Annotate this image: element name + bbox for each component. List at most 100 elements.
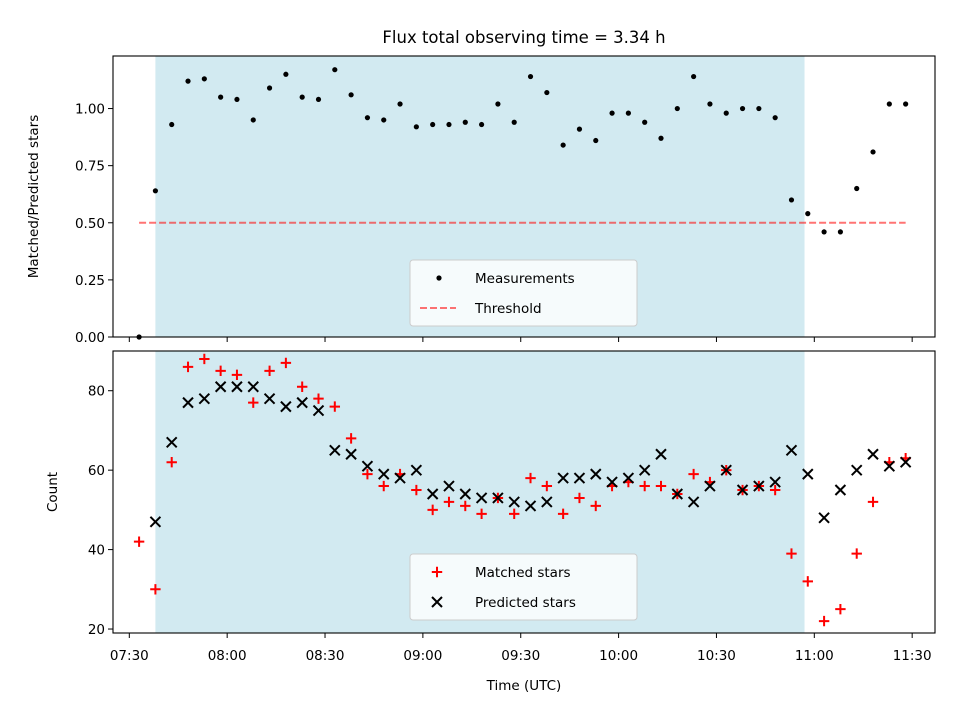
x-tick-label: 08:00 xyxy=(208,648,247,664)
predicted-star-marker xyxy=(622,472,635,484)
predicted-star-marker xyxy=(638,464,651,476)
predicted-star-marker xyxy=(704,480,716,492)
matched-star-marker xyxy=(818,615,830,627)
measurement-point xyxy=(348,92,354,98)
y-tick-label: 0.50 xyxy=(75,216,105,232)
measurement-point xyxy=(674,105,680,112)
predicted-star-marker xyxy=(606,476,618,488)
predicted-star-marker xyxy=(492,492,504,504)
measurement-point xyxy=(658,135,664,141)
matched-star-marker xyxy=(427,504,438,516)
matched-star-marker xyxy=(150,584,161,595)
measurement-point xyxy=(756,105,762,112)
x-tick-label: 11:00 xyxy=(795,648,834,664)
predicted-star-marker xyxy=(296,396,308,409)
matched-star-marker xyxy=(835,603,846,615)
measurement-point xyxy=(593,137,599,144)
measurement-point xyxy=(788,197,795,203)
matched-star-marker xyxy=(476,508,487,520)
matched-star-marker xyxy=(574,492,585,504)
measurement-point xyxy=(511,119,517,125)
measurement-point xyxy=(560,142,566,148)
y-tick-label: 60 xyxy=(88,463,105,479)
measurement-point xyxy=(739,105,746,112)
matched-star-marker xyxy=(215,365,226,377)
matched-star-marker xyxy=(166,457,177,468)
x-axis-label: Time (UTC) xyxy=(486,678,562,694)
measurement-point xyxy=(315,96,322,103)
predicted-star-marker xyxy=(541,496,553,508)
matched-star-marker xyxy=(248,397,259,408)
legend-label: Matched stars xyxy=(475,565,571,581)
measurement-point xyxy=(723,110,729,116)
measurement-point xyxy=(218,94,224,100)
matched-star-marker xyxy=(655,480,667,492)
predicted-star-marker xyxy=(443,480,455,492)
matched-star-marker xyxy=(460,500,471,512)
matched-star-marker xyxy=(688,468,699,480)
predicted-star-marker xyxy=(426,488,439,500)
legend-predicted-symbol xyxy=(431,596,443,608)
matched-star-marker xyxy=(525,472,536,484)
predicted-star-marker xyxy=(769,476,781,488)
matched-star-marker xyxy=(411,484,422,496)
series-predicted-stars xyxy=(149,381,912,528)
legend: Measurements Threshold xyxy=(409,259,638,327)
predicted-star-marker xyxy=(671,488,684,500)
matched-star-marker xyxy=(443,496,455,508)
measurement-point xyxy=(250,117,256,123)
predicted-star-marker xyxy=(899,456,912,468)
predicted-star-marker xyxy=(312,404,325,417)
measurement-point xyxy=(821,229,827,235)
measurement-point xyxy=(609,110,615,116)
predicted-star-marker xyxy=(818,512,830,524)
x-tick-label: 09:00 xyxy=(403,648,442,664)
predicted-star-marker xyxy=(524,500,537,512)
measurement-point xyxy=(625,110,631,116)
legend-box xyxy=(409,553,638,621)
measurement-point xyxy=(707,101,713,107)
measurement-point xyxy=(152,188,159,194)
legend-box xyxy=(409,259,638,327)
matched-star-marker xyxy=(590,500,601,512)
predicted-star-marker xyxy=(280,400,292,413)
predicted-star-marker xyxy=(736,484,749,496)
y-tick-label: 20 xyxy=(88,622,105,638)
y-axis-label: Matched/Predicted stars xyxy=(26,115,42,278)
matched-star-marker xyxy=(313,393,324,404)
measurement-point xyxy=(576,126,583,132)
matched-star-marker xyxy=(199,353,210,365)
predicted-star-marker xyxy=(231,381,243,393)
legend: Matched stars Predicted stars xyxy=(409,553,638,621)
predicted-star-marker xyxy=(361,460,374,472)
measurement-point xyxy=(185,78,191,84)
measurement-point xyxy=(381,117,387,123)
axes-frame xyxy=(112,55,936,338)
legend-label: Threshold xyxy=(474,301,542,317)
predicted-star-marker xyxy=(247,381,259,393)
matched-star-marker xyxy=(362,468,373,480)
y-tick-label: 0.25 xyxy=(75,273,105,289)
predicted-star-marker xyxy=(590,468,602,480)
matched-star-marker xyxy=(541,480,553,492)
predicted-star-marker xyxy=(573,472,586,484)
predicted-star-marker xyxy=(345,448,357,460)
predicted-star-marker xyxy=(867,448,879,460)
matched-star-marker xyxy=(182,361,194,373)
predicted-star-marker xyxy=(475,492,488,504)
y-tick-label: 0.00 xyxy=(75,330,105,346)
y-axis-label: Count xyxy=(45,472,61,512)
legend-label: Measurements xyxy=(475,271,575,287)
chart-title: Flux total observing time = 3.34 h xyxy=(382,28,665,47)
measurement-point xyxy=(478,121,485,128)
series-measurements xyxy=(136,67,909,340)
predicted-star-marker xyxy=(149,516,162,528)
measurement-point xyxy=(903,101,909,107)
legend-label: Predicted stars xyxy=(475,595,576,611)
measurement-point xyxy=(870,149,876,155)
measurement-point xyxy=(299,94,305,100)
y-tick-label: 80 xyxy=(88,384,105,400)
measurement-point xyxy=(642,119,648,125)
matched-star-marker xyxy=(509,508,520,520)
